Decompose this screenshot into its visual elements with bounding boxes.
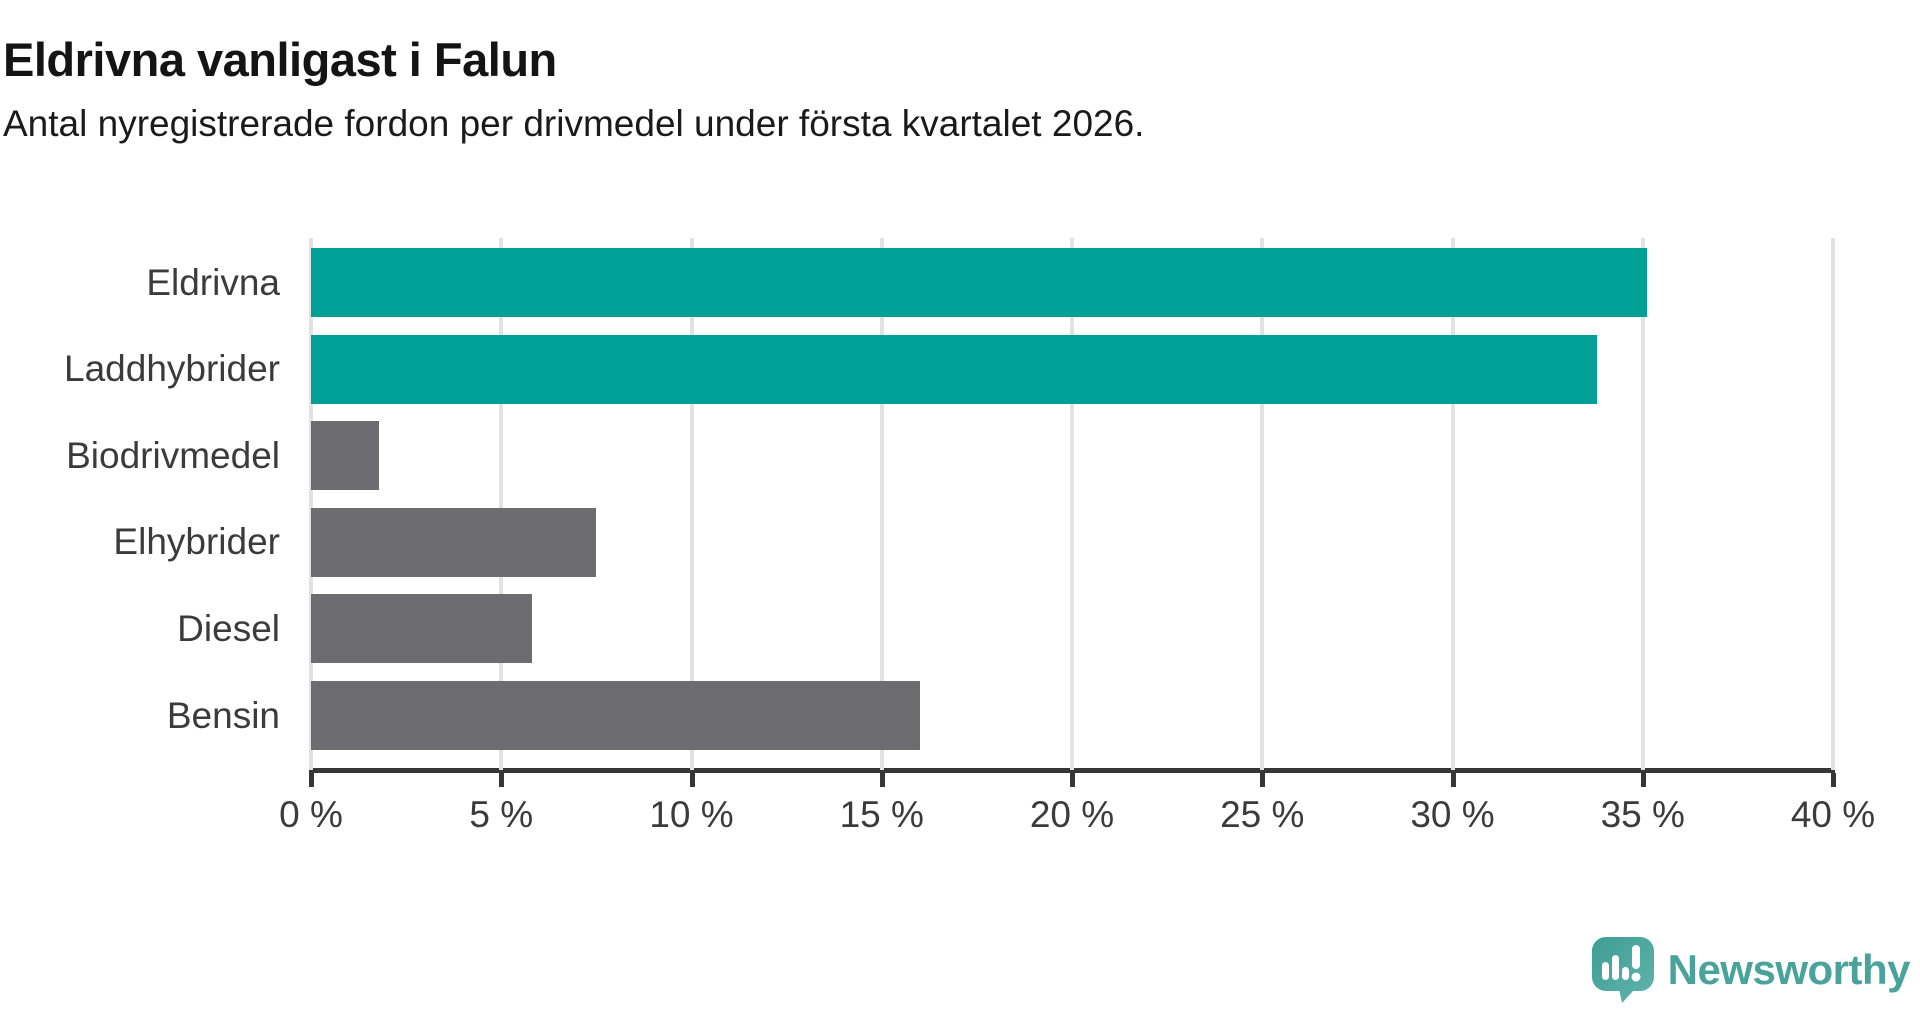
category-label-bensin: Bensin (166, 694, 280, 736)
x-tick-label-40: 40 % (1790, 794, 1876, 835)
x-tick-label-35: 35 % (1600, 794, 1685, 835)
gridline-15 (879, 238, 884, 770)
bar-chart: Eldrivna Laddhybrider Biodrivmedel Elhybrid… (0, 238, 1920, 858)
x-tick-label-5: 5 % (469, 794, 534, 835)
gridline-30 (1450, 238, 1455, 770)
category-label-laddhybrider: Laddhybrider (64, 348, 280, 390)
category-label-diesel: Diesel (177, 607, 280, 649)
x-tick-label-25: 25 % (1220, 794, 1305, 835)
bar-laddhybrider (311, 334, 1598, 404)
gridline-10 (689, 238, 694, 770)
x-axis-line (309, 768, 1835, 773)
category-label-elhybrider: Elhybrider (113, 521, 280, 563)
gridline-25 (1260, 238, 1265, 770)
bar-biodrivmedel (311, 421, 380, 491)
x-tick-label-20: 20 % (1029, 794, 1115, 835)
newsworthy-bubble-chart-icon (1591, 937, 1654, 1003)
gridline-40 (1831, 238, 1835, 770)
x-tick-25 (1260, 773, 1266, 787)
bar-eldrivna (311, 248, 1647, 317)
category-label-biodrivmedel: Biodrivmedel (66, 434, 280, 476)
x-tick-label-15: 15 % (839, 794, 924, 835)
bar-elhybrider (311, 507, 597, 577)
category-axis: Eldrivna Laddhybrider Biodrivmedel Elhybrid… (0, 238, 294, 772)
x-tick-15 (879, 773, 885, 787)
x-tick-label-0: 0 % (279, 794, 343, 835)
gridline-35 (1640, 238, 1645, 770)
plot-area: 0 % 5 % 10 % 15 % 20 % 25 % 30 % 35 % 40 % (279, 238, 1875, 835)
x-tick-40 (1831, 773, 1836, 787)
gridline-5 (499, 238, 504, 770)
x-tick-20 (1070, 773, 1075, 787)
x-tick-5 (499, 773, 505, 787)
x-tick-0 (309, 773, 314, 787)
x-tick-10 (689, 773, 695, 787)
chart-subtitle: Antal nyregistrerade fordon per drivmede… (3, 103, 1145, 144)
x-tick-label-10: 10 % (649, 794, 734, 835)
x-tick-label-30: 30 % (1410, 794, 1495, 835)
bar-bensin (311, 681, 920, 750)
chart-title: Eldrivna vanligast i Falun (3, 33, 557, 87)
category-label-eldrivna: Eldrivna (146, 261, 280, 303)
x-tick-30 (1450, 773, 1456, 787)
newsworthy-logo: Newsworthy (1591, 936, 1911, 1004)
x-tick-35 (1640, 773, 1646, 787)
gridline-20 (1070, 238, 1074, 770)
gridline-0 (309, 238, 313, 770)
newsworthy-logo-text: Newsworthy (1667, 946, 1911, 993)
bar-diesel (311, 594, 532, 664)
